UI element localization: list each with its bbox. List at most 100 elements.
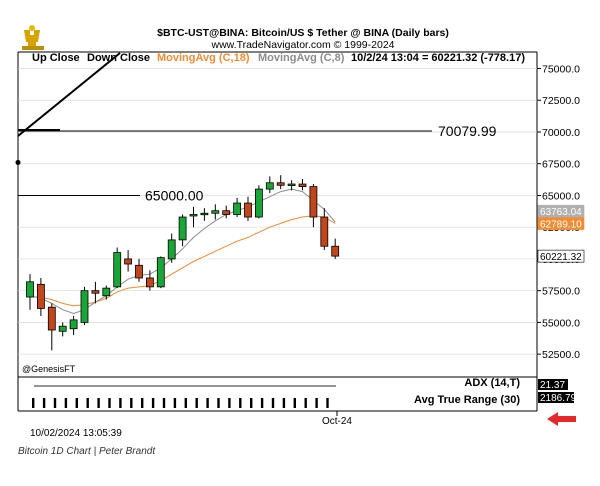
candle-body	[91, 290, 100, 294]
adx-value-bg	[538, 379, 568, 390]
price-tag-bg	[537, 249, 585, 263]
atr-bar	[260, 398, 264, 408]
indicator-panel: ADX (14,T) 21.37 Avg True Range (30) 218…	[32, 377, 577, 408]
candle-body	[189, 214, 198, 217]
atr-bar	[42, 398, 46, 408]
legend-up-close: Up Close	[32, 52, 80, 64]
candle-body	[331, 245, 340, 257]
candle-body	[254, 188, 263, 218]
price-tags: 63763.04 62789.10 60221.32	[537, 204, 585, 263]
candle-body	[26, 281, 34, 298]
horizontal-levels	[18, 128, 432, 196]
atr-bar	[53, 398, 57, 408]
atr-bar	[173, 398, 177, 408]
atr-bar	[64, 398, 68, 408]
legend-readout: 10/2/24 13:04 = 60221.32 (-778.17)	[351, 52, 525, 64]
atr-bar	[250, 398, 253, 408]
atr-bar	[119, 398, 122, 408]
y-tick-label: 65000.0	[542, 190, 580, 202]
candlesticks	[26, 175, 340, 351]
atr-bar	[184, 398, 187, 408]
moving-averages	[29, 188, 336, 315]
atr-bar	[239, 398, 242, 408]
trendline	[17, 52, 121, 137]
atr-value-bg	[538, 392, 574, 403]
y-tick-label: 55000.0	[542, 317, 580, 329]
candle-body	[145, 277, 154, 288]
candle-body	[102, 287, 111, 297]
atr-bar	[326, 398, 329, 408]
price-tag-label: 63763.04	[540, 207, 582, 218]
level-marker-dot	[15, 159, 21, 165]
y-tick-label: 67500.0	[542, 159, 580, 171]
candle-body	[265, 182, 274, 190]
atr-bar	[228, 398, 231, 408]
candle-body	[200, 212, 209, 216]
watermark: @GenesisFT	[22, 364, 76, 374]
candle-body	[124, 258, 132, 265]
y-tick-label: 70000.0	[542, 127, 580, 139]
trade-navigator-logo	[22, 25, 44, 50]
candle-body	[222, 210, 231, 215]
candle-body	[37, 283, 45, 309]
y-tick-label: 75000.0	[542, 64, 580, 76]
copyright-line: www.TradeNavigator.com © 1999-2024	[210, 39, 394, 51]
candle-body	[287, 183, 296, 186]
candle-body	[47, 306, 56, 331]
atr-bar	[32, 398, 35, 408]
y-tick-label: 57500.0	[542, 286, 580, 298]
candle-body	[276, 182, 285, 186]
candle-body	[320, 216, 329, 247]
atr-bar	[217, 398, 220, 408]
timestamp: 10/02/2024 13:05:39	[30, 428, 122, 439]
ma8-line	[29, 188, 336, 315]
atr-bar	[151, 398, 155, 408]
atr-bar	[195, 398, 198, 408]
red-arrow-icon	[547, 412, 576, 426]
atr-bar	[315, 398, 318, 408]
candle-body	[80, 290, 89, 323]
chart-header: $BTC-UST@BINA: Bitcoin/US $ Tether @ BIN…	[22, 25, 449, 51]
atr-value: 2186.79	[540, 393, 577, 404]
legend-ma18: MovingAvg (C,18)	[157, 52, 250, 64]
adx-label: ADX (14,T)	[464, 377, 520, 389]
candle-body	[156, 257, 165, 288]
candle-body	[298, 183, 307, 187]
atr-bar	[141, 398, 144, 408]
gridlines	[18, 68, 537, 355]
x-axis-label: Oct-24	[322, 416, 352, 427]
atr-bar	[97, 398, 100, 408]
atr-bar	[162, 398, 166, 408]
atr-bar	[86, 398, 89, 408]
y-tick-label: 72500.0	[542, 95, 580, 107]
resistance-label: 70079.99	[438, 123, 497, 139]
atr-bar	[108, 398, 111, 408]
atr-bar	[206, 398, 209, 408]
candle-body	[69, 319, 78, 330]
atr-bar	[293, 398, 296, 408]
support-label: 65000.00	[145, 187, 204, 203]
candle-body	[178, 216, 187, 241]
candle-body	[244, 202, 252, 218]
legend-row: Up Close Down Close MovingAvg (C,18) Mov…	[32, 52, 525, 64]
atr-bar	[130, 398, 133, 408]
atr-bar	[282, 398, 286, 408]
legend-down-close: Down Close	[87, 52, 150, 64]
price-tag-bg	[537, 204, 585, 218]
legend-ma8: MovingAvg (C,8)	[258, 52, 345, 64]
candle-body	[233, 202, 242, 215]
candle-body	[167, 239, 176, 260]
adx-value: 21.37	[540, 380, 565, 391]
candle-body	[309, 186, 318, 218]
price-tag-label: 60221.32	[540, 252, 582, 263]
atr-bars	[32, 398, 329, 408]
image-caption: Bitcoin 1D Chart | Peter Brandt	[18, 446, 156, 457]
atr-bar	[271, 398, 275, 408]
chart-title: $BTC-UST@BINA: Bitcoin/US $ Tether @ BIN…	[157, 27, 449, 39]
plot-frame	[17, 51, 538, 412]
candle-body	[113, 252, 122, 288]
price-tag-label: 62789.10	[540, 220, 582, 231]
atr-label: Avg True Range (30)	[414, 394, 520, 406]
atr-bar	[75, 398, 78, 408]
